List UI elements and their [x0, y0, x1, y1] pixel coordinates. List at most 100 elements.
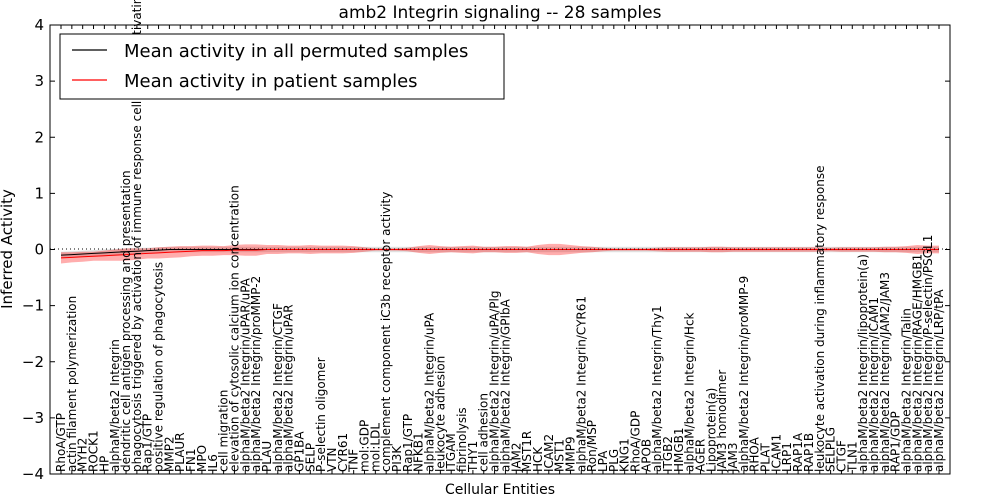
x-tick-label: HMGB1	[672, 427, 686, 472]
series-line-1	[60, 249, 939, 259]
x-tick-label: CTGF	[834, 440, 848, 472]
x-tick-label: alphaM/beta2 Integrin/ICAM1	[867, 297, 881, 472]
y-tick-label: −2	[22, 353, 44, 371]
y-axis-label: Inferred Activity	[0, 189, 16, 309]
y-tick-label: 2	[34, 128, 44, 146]
x-tick-label: MST1R	[520, 431, 534, 472]
x-tick-label: PLAUR	[173, 432, 187, 472]
x-tick-label: MST1	[553, 439, 567, 472]
x-tick-label: complement component iC3b receptor activ…	[379, 192, 393, 472]
x-tick-label: JAM2	[509, 442, 523, 473]
x-tick-label: PLAT	[759, 443, 773, 472]
x-tick-label: RAP1/GDP	[889, 411, 903, 472]
x-tick-label: alphaM/beta2 Integrin/uPAR/uPA	[238, 277, 252, 472]
x-tick-label: ROCK1	[87, 430, 101, 472]
x-tick-label: alphaM/beta2 Integrin/Thy1	[650, 305, 664, 472]
plot-frame	[49, 24, 951, 475]
x-tick-label: alphaM/beta2 Integrin	[108, 339, 122, 472]
x-tick-label: RhoA/GTP	[54, 413, 68, 472]
y-tick-label: −4	[22, 465, 44, 483]
chart-title: amb2 Integrin signaling -- 28 samples	[339, 3, 662, 23]
x-tick-label: alphaM/beta2 Integrin/JAM2/JAM3	[878, 272, 892, 472]
x-tick-label: ICAM2	[542, 434, 556, 472]
series-band-1	[61, 243, 939, 264]
legend-label-permuted: Mean activity in all permuted samples	[124, 41, 468, 62]
x-tick-label: Rap1/GTP	[141, 414, 155, 472]
x-tick-label: mol:GDP	[358, 420, 372, 472]
x-tick-label: HP	[97, 456, 111, 472]
y-tick-label: 0	[34, 241, 44, 259]
y-tick-label: 4	[34, 16, 44, 34]
x-axis-label: Cellular Entities	[445, 482, 555, 498]
x-tick-label: LRP1	[780, 442, 794, 472]
x-tick-label: SELP	[303, 443, 317, 472]
x-tick-label: RHOA	[748, 436, 762, 472]
y-tick-label: 3	[34, 72, 44, 90]
y-tick-label: 1	[34, 184, 44, 202]
x-tick-label: JAM3 homodimer	[715, 370, 729, 473]
x-tick-label: CYR61	[336, 433, 350, 472]
x-tick-label: mol:LDL	[368, 423, 382, 472]
x-tick-label: cell adhesion	[477, 393, 491, 472]
x-tick-label: SELPLG	[824, 427, 838, 472]
x-tick-label: PLG	[607, 449, 621, 472]
x-tick-label: HCK	[531, 446, 545, 472]
y-tick-label: −1	[22, 297, 44, 315]
x-tick-label: THY1	[466, 441, 480, 473]
x-tick-label: alphaM/beta2 Integrin/CTGF	[271, 303, 285, 472]
x-tick-label: alphaM/beta2 Integrin/CYR61	[574, 296, 588, 472]
x-tick-label: alphaM/beta2 Integrin/proMMP-9	[737, 276, 751, 472]
x-tick-label: dendritic cell antigen processing and pr…	[119, 170, 133, 472]
x-tick-label: alphaM/beta2 Integrin/uPA/Plg	[488, 291, 502, 472]
x-tick-label: alphaM/beta2 Integrin/P-selectin/PSGL1	[921, 235, 935, 472]
x-tick-label: leukocyte activation during inflammatory…	[813, 165, 827, 472]
x-tick-label: APOB	[639, 439, 653, 472]
x-tick-label: LPA	[596, 450, 610, 472]
x-tick-label: IL6	[206, 454, 220, 472]
x-tick-label: VTN	[325, 447, 339, 472]
x-tick-label: JAM3	[726, 442, 740, 473]
x-tick-label: ITGAM	[444, 433, 458, 472]
legend: Mean activity in all permuted samples Me…	[59, 33, 505, 100]
x-tick-label: AGER	[694, 439, 708, 472]
x-tick-label: actin filament polymerization	[65, 296, 79, 472]
x-tick-label: MYH2	[76, 438, 90, 472]
x-tick-label: alphaM/beta2 Integrin/Talin	[900, 308, 914, 472]
y-tick-label: −3	[22, 409, 44, 427]
x-tick-label: phagocytosis triggered by activation of …	[130, 0, 144, 472]
x-tick-label: PI3K	[390, 445, 404, 472]
x-tick-label: alphaM/beta2 Integrin/proMMP-2	[249, 276, 263, 472]
x-tick-label: Rap1/GTP	[401, 414, 415, 472]
x-tick-label: alphaM/beta2 Integrin/GPIbA	[498, 298, 512, 472]
x-tick-label: ICAM1	[769, 434, 783, 472]
x-tick-label: alphaM/beta2 Integrin/RAGE/HMGB1	[910, 254, 924, 472]
x-tick-label: alphaM/beta2 Integrin/LRP/tPA	[932, 289, 946, 472]
x-tick-label: Lipoprotein(a)	[704, 388, 718, 472]
x-tick-label: P-selectin oligomer	[314, 357, 328, 472]
x-tick-label: positive regulation of phagocytosis	[152, 262, 166, 472]
x-tick-label: RAP1A	[791, 432, 805, 472]
x-tick-label: leukocyte adhesion	[433, 356, 447, 472]
x-tick-label: TNF	[347, 449, 361, 473]
x-tick-label: TLN1	[845, 441, 859, 473]
x-tick-label: alphaM/beta2 Integrin/Hck	[683, 312, 697, 472]
x-tick-label: KNG1	[618, 438, 632, 472]
x-tick-label: RhoA/GDP	[629, 411, 643, 472]
x-tick-label: FN1	[184, 448, 198, 472]
x-tick-label: PLAU	[260, 441, 274, 472]
x-tick-label: ITGB2	[661, 436, 675, 472]
x-tick-label: alphaM/beta2 Integrin/uPAR	[282, 304, 296, 472]
x-tick-label: cell migration	[217, 390, 231, 472]
legend-box	[59, 33, 505, 100]
x-tick-label: Ron/MSP	[585, 420, 599, 472]
x-tick-label: MMP9	[564, 436, 578, 472]
x-tick-label: GP1BA	[293, 431, 307, 472]
x-tick-label: elevation of cytosolic calcium ion conce…	[227, 185, 241, 472]
legend-label-patient: Mean activity in patient samples	[124, 71, 418, 92]
x-tick-label: alphaM/beta2 Integrin/lipoprotein(a)	[856, 254, 870, 472]
x-tick-label: alphaM/beta2 Integrin/uPA	[423, 312, 437, 472]
x-tick-label: MPO	[195, 445, 209, 472]
x-tick-label: fibrinolysis	[455, 407, 469, 472]
x-tick-label: NFKB1	[412, 432, 426, 472]
